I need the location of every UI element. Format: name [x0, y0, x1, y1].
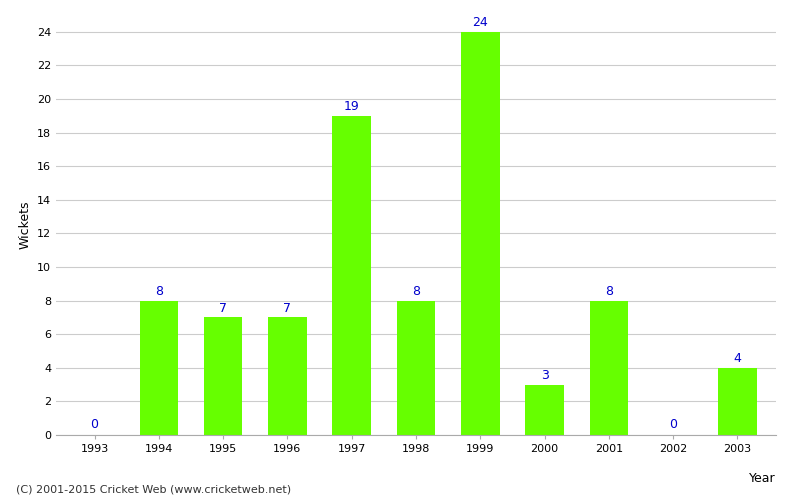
Text: 4: 4: [734, 352, 742, 366]
Bar: [268, 318, 306, 435]
Bar: [397, 300, 435, 435]
Bar: [526, 384, 564, 435]
Bar: [461, 32, 499, 435]
Text: 0: 0: [669, 418, 677, 431]
Bar: [204, 318, 242, 435]
Bar: [333, 116, 371, 435]
Text: 7: 7: [283, 302, 291, 315]
Text: 24: 24: [473, 16, 488, 30]
Text: 8: 8: [605, 285, 613, 298]
Bar: [139, 300, 178, 435]
Bar: [590, 300, 628, 435]
Text: 7: 7: [219, 302, 227, 315]
Text: 3: 3: [541, 369, 549, 382]
Text: 8: 8: [412, 285, 420, 298]
Text: 0: 0: [90, 418, 98, 431]
Y-axis label: Wickets: Wickets: [18, 200, 31, 249]
Text: 8: 8: [155, 285, 163, 298]
Text: Year: Year: [750, 472, 776, 486]
Text: (C) 2001-2015 Cricket Web (www.cricketweb.net): (C) 2001-2015 Cricket Web (www.cricketwe…: [16, 485, 291, 495]
Bar: [718, 368, 757, 435]
Text: 19: 19: [344, 100, 359, 114]
